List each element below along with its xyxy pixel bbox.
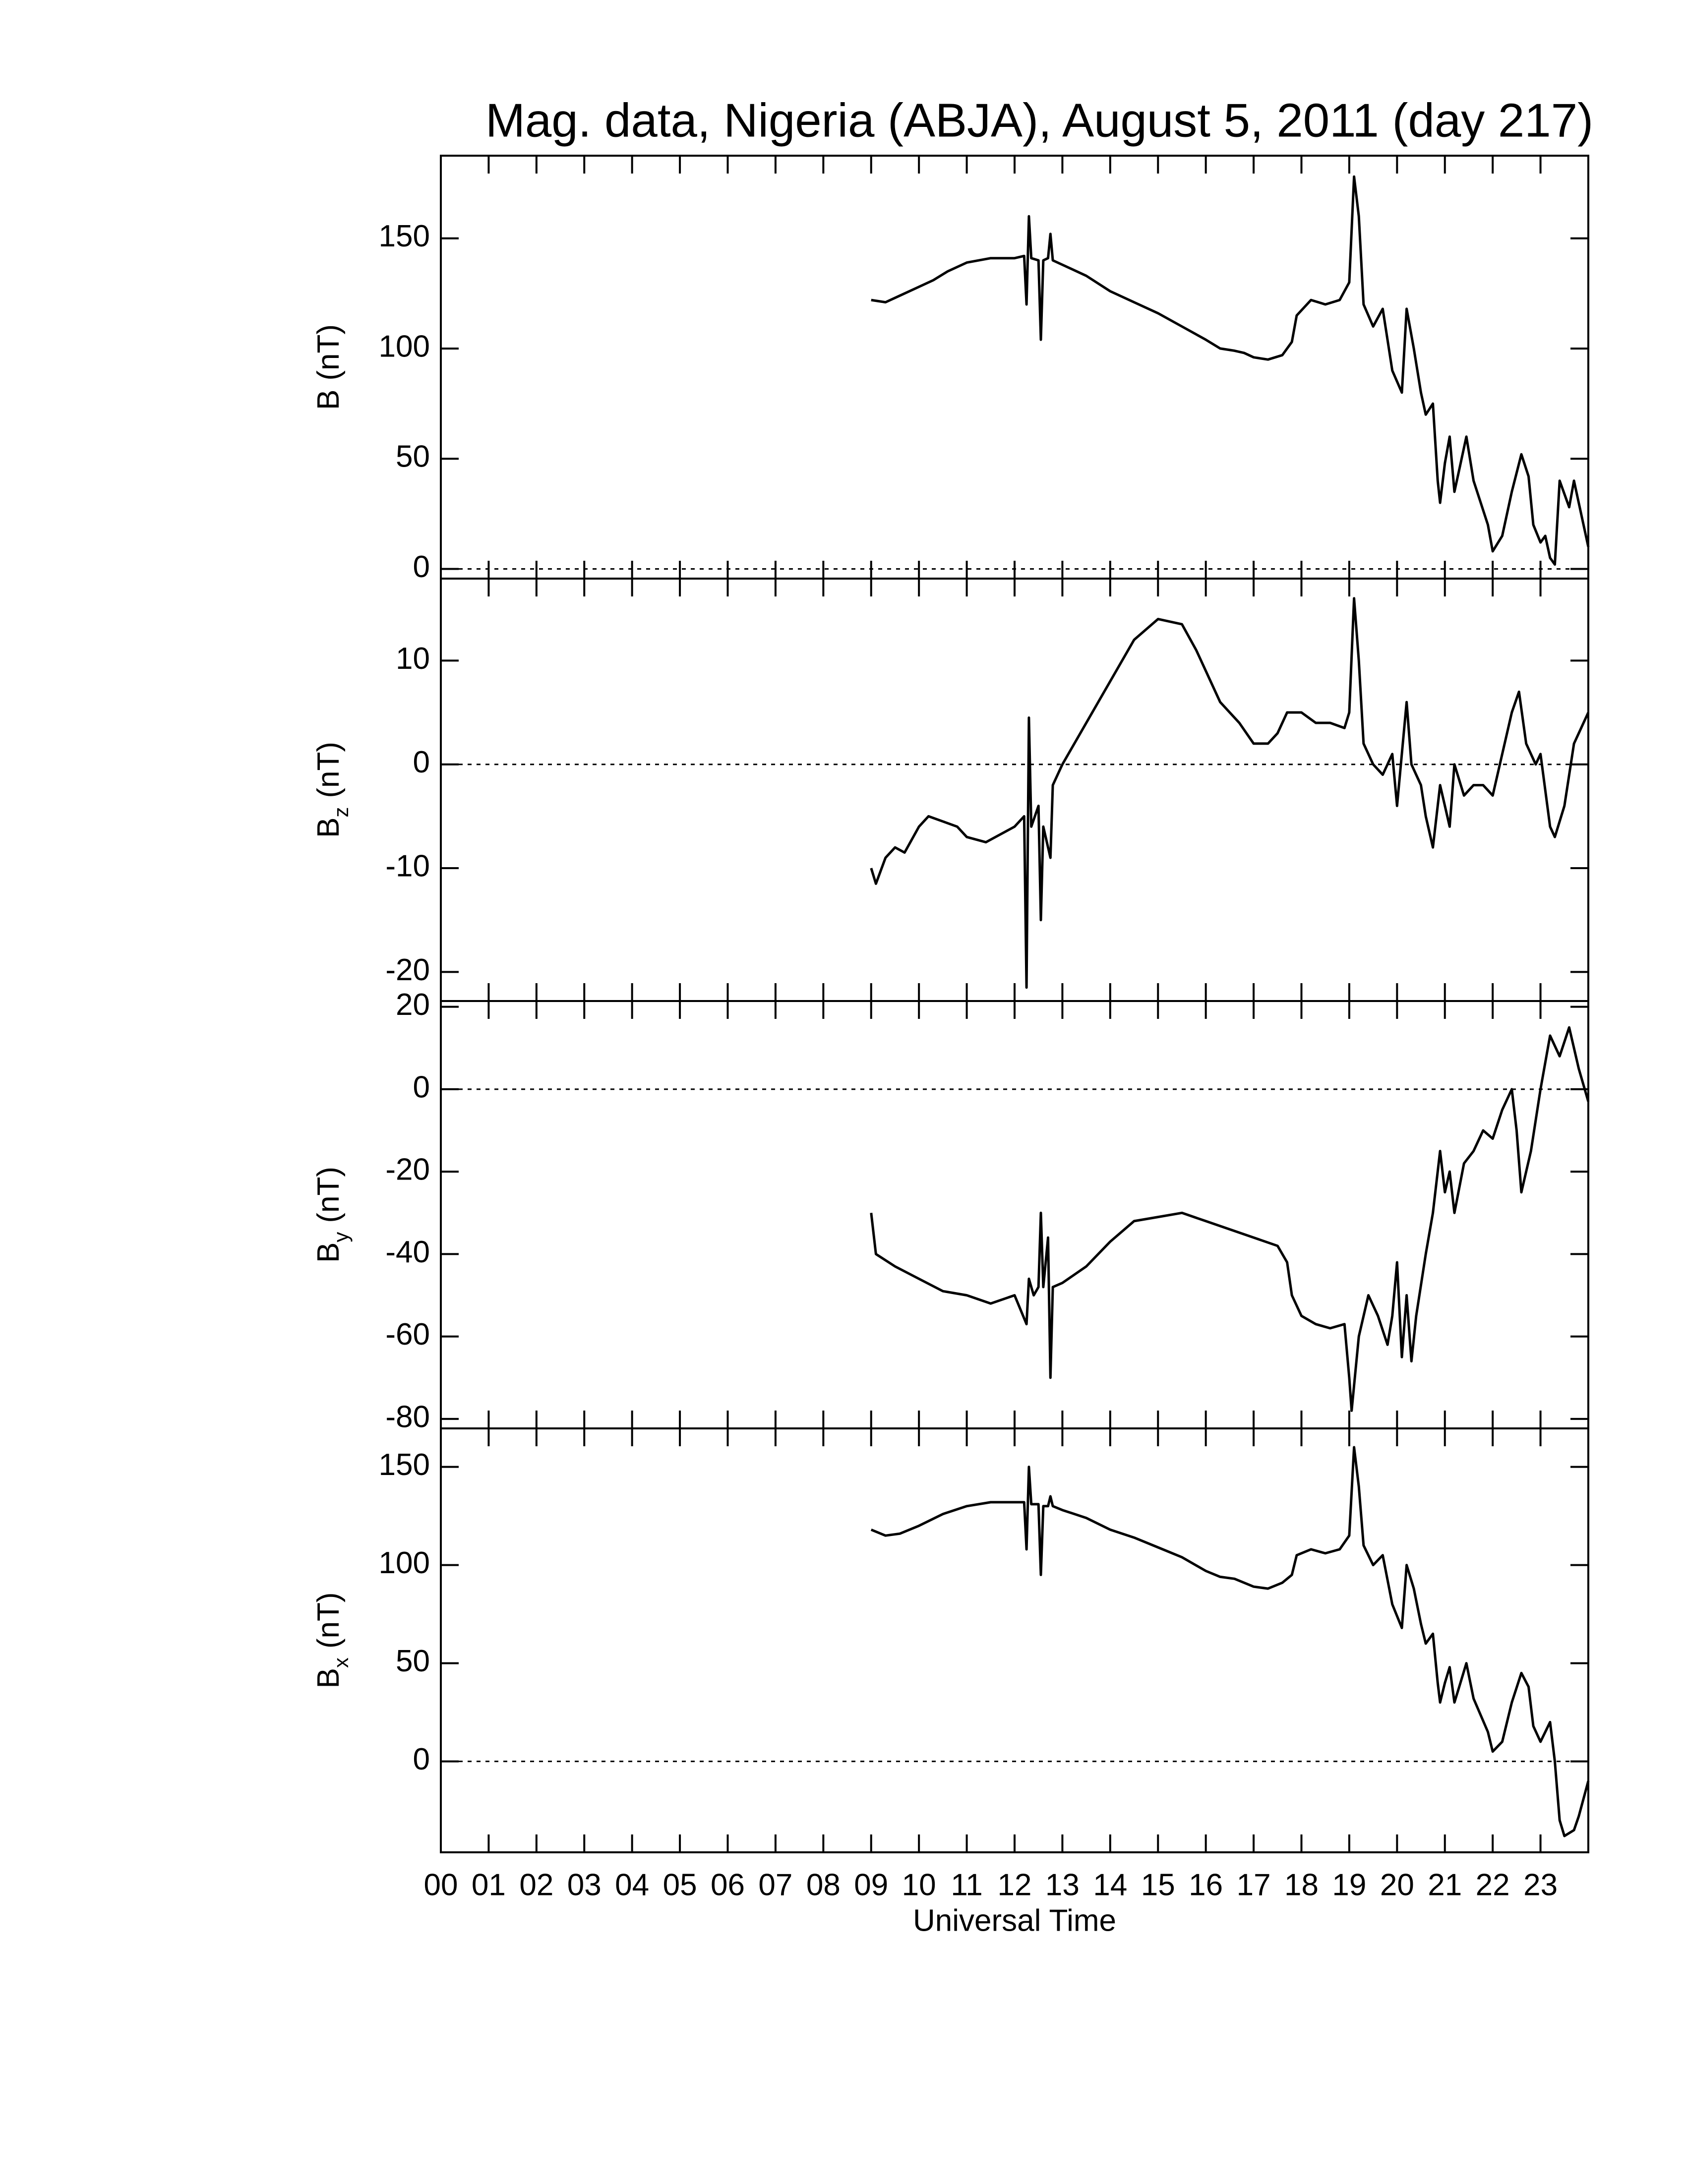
y-tick-label: 150 — [379, 1448, 430, 1482]
plot-frame — [440, 1427, 1589, 1853]
y-label-subscript: x — [329, 1657, 353, 1668]
y-label-symbol: B — [311, 1668, 346, 1688]
y-label-unit: (nT) — [311, 1167, 346, 1223]
y-tick-label: 0 — [413, 550, 430, 584]
y-tick-label: -20 — [385, 953, 430, 987]
y-tick-label: 0 — [413, 745, 430, 779]
data-line — [871, 175, 1590, 566]
y-tick-label: -80 — [385, 1400, 430, 1434]
y-axis-label: B (nT) — [311, 324, 346, 410]
y-axis-label: Bx (nT) — [311, 1592, 353, 1688]
x-tick-label: 21 — [1428, 1868, 1462, 1902]
x-tick-label: 01 — [472, 1868, 506, 1902]
y-tick-label: 10 — [396, 642, 430, 676]
y-label-subscript: z — [329, 807, 353, 818]
x-tick-label: 04 — [615, 1868, 649, 1902]
y-tick-label: 100 — [379, 329, 430, 363]
y-tick-label: -10 — [385, 849, 430, 883]
x-tick-label: 14 — [1093, 1868, 1127, 1902]
x-tick-label: 15 — [1141, 1868, 1175, 1902]
y-axis-label: By (nT) — [311, 1167, 353, 1263]
y-tick-label: 50 — [396, 1644, 430, 1678]
x-tick-label: 09 — [854, 1868, 888, 1902]
x-tick-label: 12 — [998, 1868, 1032, 1902]
x-tick-label: 05 — [663, 1868, 697, 1902]
x-tick-label: 06 — [711, 1868, 745, 1902]
x-tick-label: 20 — [1380, 1868, 1414, 1902]
x-tick-label: 08 — [806, 1868, 841, 1902]
y-tick-label: 0 — [413, 1742, 430, 1776]
y-label-unit: (nT) — [311, 742, 346, 798]
y-label-symbol: B — [311, 1242, 346, 1263]
x-tick-label: 03 — [567, 1868, 602, 1902]
y-tick-label: 150 — [379, 219, 430, 253]
x-tick-label: 17 — [1237, 1868, 1271, 1902]
x-tick-label: 11 — [951, 1868, 982, 1902]
y-label-unit: (nT) — [311, 1592, 346, 1649]
y-tick-label: 50 — [396, 440, 430, 474]
x-tick-label: 02 — [519, 1868, 553, 1902]
y-label-unit: (nT) — [311, 324, 346, 381]
y-tick-label: 20 — [396, 988, 430, 1022]
data-line — [870, 597, 1590, 989]
plot-frame — [440, 1000, 1589, 1429]
y-tick-label: -60 — [385, 1317, 430, 1352]
y-tick-label: 0 — [413, 1070, 430, 1104]
x-tick-label: 23 — [1523, 1868, 1558, 1902]
data-line — [870, 1026, 1590, 1412]
chart-title: Mag. data, Nigeria (ABJA), August 5, 201… — [485, 94, 1593, 147]
x-tick-label: 07 — [758, 1868, 792, 1902]
y-label-symbol: B — [311, 818, 346, 838]
data-line — [870, 1446, 1590, 1837]
y-label-subscript: y — [329, 1232, 353, 1242]
x-tick-label: 00 — [424, 1868, 458, 1902]
y-axis-label: Bz (nT) — [311, 742, 353, 838]
plot-frame — [440, 578, 1589, 1002]
y-tick-label: -20 — [385, 1153, 430, 1187]
x-tick-label: 18 — [1284, 1868, 1319, 1902]
y-tick-label: -40 — [385, 1235, 430, 1269]
x-axis-label: Universal Time — [913, 1903, 1116, 1938]
y-label-symbol: B — [311, 390, 346, 410]
x-tick-label: 19 — [1332, 1868, 1366, 1902]
x-tick-label: 13 — [1045, 1868, 1080, 1902]
x-tick-label: 10 — [902, 1868, 936, 1902]
y-tick-label: 100 — [379, 1546, 430, 1580]
x-tick-label: 22 — [1476, 1868, 1510, 1902]
x-tick-label: 16 — [1189, 1868, 1223, 1902]
